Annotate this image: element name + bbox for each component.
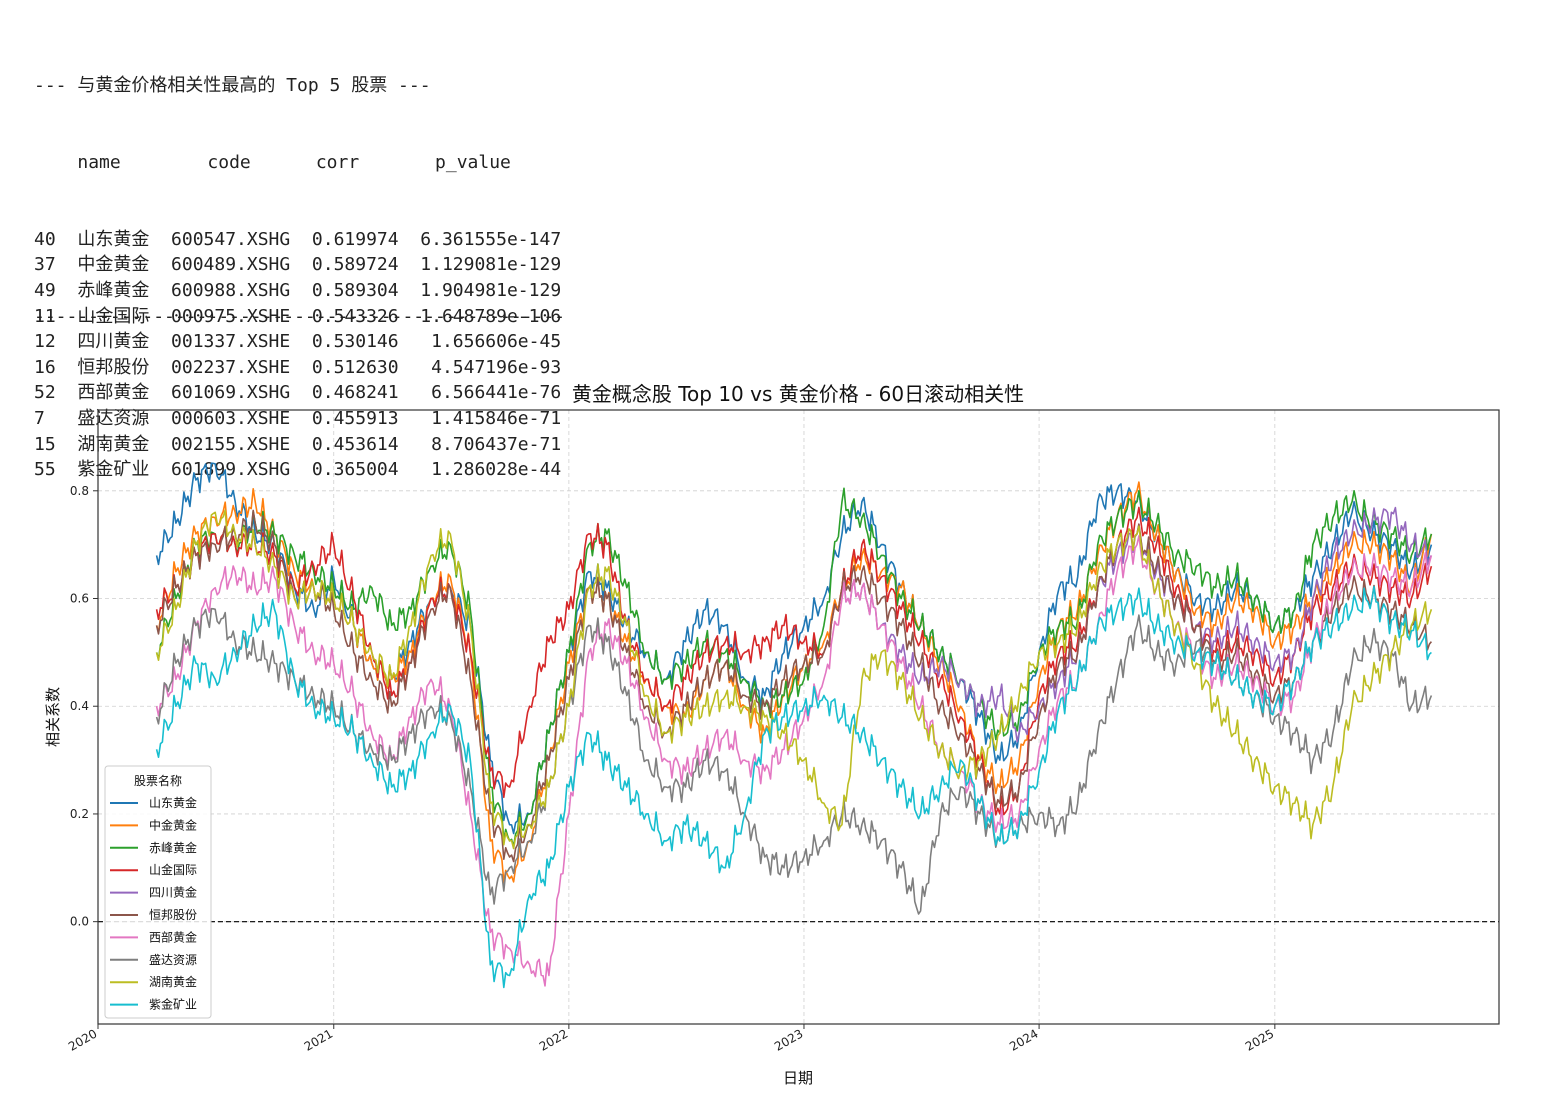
x-tick-label: 2025 [1243,1026,1276,1053]
legend-title: 股票名称 [134,773,182,788]
plot-frame [97,409,1500,1025]
table-row: 49 赤峰黄金 600988.XSHG 0.589304 1.904981e-1… [34,279,562,301]
col-header-corr: corr [315,151,360,173]
chart-title: 黄金概念股 Top 10 vs 黄金价格 - 60日滚动相关性 [572,382,1024,406]
series-line-湖南黄金 [155,509,1433,850]
legend: 股票名称山东黄金中金黄金赤峰黄金山金国际四川黄金恒邦股份西部黄金盛达资源湖南黄金… [104,765,212,1019]
y-axis: 0.0 0.2 0.4 0.6 0.8 [70,484,98,929]
series-layer [155,462,1433,989]
series-line-盛达资源 [155,607,1433,915]
x-axis-label: 日期 [783,1069,813,1087]
console-header: --- 与黄金价格相关性最高的 Top 5 股票 --- [34,75,431,97]
col-header-pvalue: p_value [435,151,511,173]
table-row: 52 西部黄金 601069.XSHG 0.468241 6.566441e-7… [34,382,562,404]
legend-label: 中金黄金 [149,817,197,832]
console-output: --- 与黄金价格相关性最高的 Top 5 股票 --- name code c… [34,22,566,480]
legend-label: 山金国际 [149,862,197,877]
legend-label: 紫金矿业 [149,997,197,1012]
table-row: 15 湖南黄金 002155.XSHE 0.453614 8.706437e-7… [34,433,562,455]
series-line-赤峰黄金 [155,487,1433,848]
y-tick-label: 0.0 [70,915,89,929]
y-tick-label: 0.2 [70,807,89,821]
y-tick-label: 0.8 [70,484,89,498]
legend-label: 山东黄金 [149,795,197,810]
col-header-code: code [207,151,251,173]
x-tick-label: 2021 [302,1026,335,1053]
col-header-name: name [77,151,121,173]
table-row: 7 盛达资源 000603.XSHE 0.455913 1.415846e-71 [34,407,562,429]
series-line-西部黄金 [155,535,1433,987]
y-tick-label: 0.6 [70,592,89,606]
legend-box [104,765,212,1019]
console-footer: ----------------------------------------… [34,305,566,327]
x-tick-label: 2022 [537,1026,570,1053]
legend-label: 西部黄金 [149,929,197,944]
y-tick-label: 0.4 [70,699,89,713]
series-line-山金国际 [155,506,1433,816]
series-line-中金黄金 [155,481,1433,884]
x-tick-label: 2023 [772,1026,805,1053]
table-row: 12 四川黄金 001337.XSHE 0.530146 1.656606e-4… [34,331,562,353]
x-tick-label: 2024 [1007,1026,1040,1053]
legend-label: 盛达资源 [149,952,197,967]
table-row: 37 中金黄金 600489.XSHG 0.589724 1.129081e-1… [34,254,562,276]
table-row: 16 恒邦股份 002237.XSHE 0.512630 4.547196e-9… [34,356,562,378]
x-tick-label: 2020 [66,1026,99,1053]
table-body: 40 山东黄金 600547.XSHG 0.619974 6.361555e-1… [34,227,565,480]
legend-label: 恒邦股份 [149,908,197,922]
table-row: 11 山金国际 000975.XSHE 0.543326 1.648789e-1… [34,305,562,327]
legend-label: 湖南黄金 [149,974,197,989]
rolling-correlation-chart: 黄金概念股 Top 10 vs 黄金价格 - 60日滚动相关性 2020 2021… [44,382,1500,1087]
legend-label: 赤峰黄金 [149,840,197,855]
table-header-row: name code corr p_value [34,150,565,176]
legend-label: 四川黄金 [149,885,197,900]
y-axis-label: 相关系数 [44,687,62,747]
series-line-恒邦股份 [155,509,1433,863]
x-axis: 2020 2021 2022 2023 2024 2025 [66,1024,1276,1054]
table-row: 40 山东黄金 600547.XSHG 0.619974 6.361555e-1… [34,228,562,250]
series-line-紫金矿业 [155,585,1432,989]
